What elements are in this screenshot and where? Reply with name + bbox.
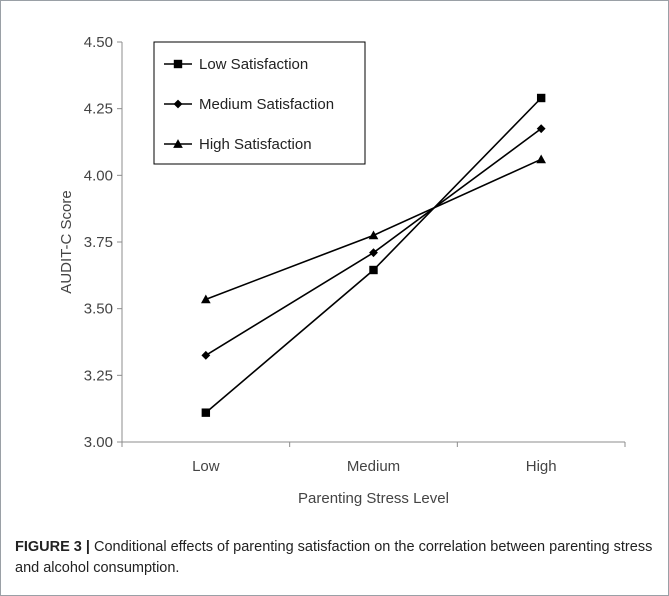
caption-text: Conditional effects of parenting satisfa… [15, 539, 653, 576]
figure-caption: FIGURE 3 | Conditional effects of parent… [15, 537, 655, 579]
y-tick-label: 4.25 [84, 101, 113, 118]
legend-marker [173, 139, 183, 148]
data-point [201, 408, 211, 417]
chart-legend: Low Satisfaction Medium Satisfaction High … [153, 41, 366, 165]
legend-marker [173, 59, 183, 69]
legend-marker [173, 99, 183, 109]
data-point [201, 294, 211, 304]
line-chart: 3.00 3.25 3.50 3.75 4.00 4.25 4.50 Low Medium Hig… [58, 34, 626, 507]
legend-label: Low Satisfaction [199, 56, 308, 73]
legend-label: High Satisfaction [199, 136, 312, 153]
data-point [368, 230, 379, 240]
x-tick-label: High [526, 458, 557, 475]
y-tick-label: 4.00 [84, 167, 113, 184]
data-point [536, 154, 546, 164]
y-tick-label: 3.00 [84, 434, 113, 451]
data-point [536, 93, 546, 103]
data-point [369, 248, 378, 258]
y-tick-label: 3.50 [84, 301, 113, 318]
series-line [205, 158, 542, 301]
x-tick-label: Low [192, 458, 220, 475]
x-axis-title: Parenting Stress Level [298, 490, 449, 507]
y-tick-label: 3.75 [84, 234, 113, 251]
legend-label: Medium Satisfaction [199, 96, 334, 113]
y-tick-label: 3.25 [84, 367, 113, 384]
data-point [201, 350, 211, 360]
series-markers [201, 93, 546, 417]
y-tick-label: 4.50 [84, 34, 113, 51]
chart-axes: 3.00 3.25 3.50 3.75 4.00 4.25 4.50 Low Medium Hig… [58, 34, 626, 507]
y-axis-title: AUDIT-C Score [58, 190, 75, 293]
data-point [369, 265, 378, 275]
x-tick-label: Medium [347, 458, 400, 475]
caption-label: FIGURE 3 | [15, 539, 90, 555]
data-point [536, 124, 546, 134]
